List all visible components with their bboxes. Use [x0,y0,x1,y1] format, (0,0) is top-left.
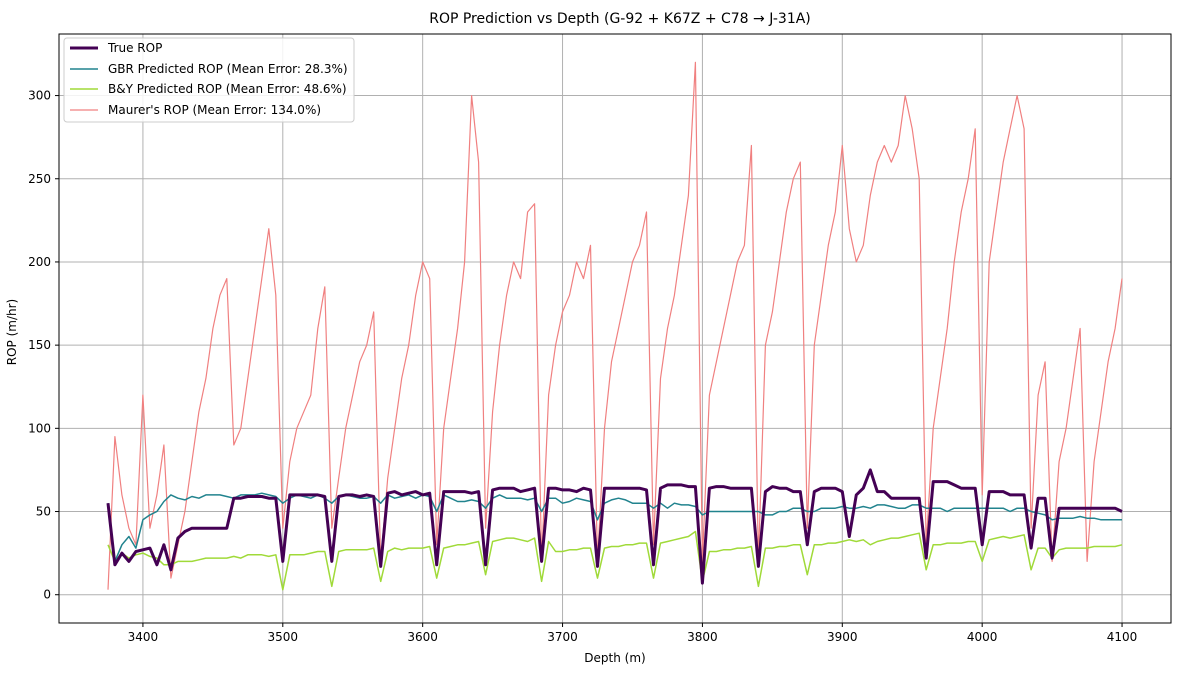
x-tick-label: 3700 [547,630,578,644]
x-tick-label: 3600 [407,630,438,644]
y-tick-label: 100 [28,421,51,435]
x-tick-label: 4000 [967,630,998,644]
y-tick-label: 0 [43,588,51,602]
legend-entry-true-rop: True ROP [107,41,162,55]
x-tick-label: 3800 [687,630,718,644]
legend-entry-gbr: GBR Predicted ROP (Mean Error: 28.3%) [108,62,348,76]
y-tick-label: 50 [36,505,51,519]
by-predicted-line [107,530,1123,591]
y-tick-label: 200 [28,255,51,269]
x-axis-label: Depth (m) [584,651,645,665]
y-axis-label: ROP (m/hr) [5,299,19,365]
y-tick-label: 150 [28,338,51,352]
y-tick-label: 250 [28,172,51,186]
chart-title: ROP Prediction vs Depth (G-92 + K67Z + C… [429,11,811,27]
legend-box [63,37,355,123]
y-tick-label: 300 [28,89,51,103]
ticks: 3400 3500 3600 3700 3800 3900 4000 4100 0 50 100 15… [28,89,1137,644]
series-layer [106,61,1123,591]
true-rop-line [106,468,1123,585]
x-tick-label: 3400 [128,630,159,644]
x-tick-label: 3500 [268,630,299,644]
legend-entry-maurer: Maurer's ROP (Mean Error: 134.0%) [108,103,321,117]
x-tick-label: 4100 [1107,630,1138,644]
legend: True ROP GBR Predicted ROP (Mean Error: … [63,37,355,123]
maurer-rop-line [107,61,1123,590]
plot-area-frame [58,33,1172,624]
x-tick-label: 3900 [827,630,858,644]
legend-entry-by: B&Y Predicted ROP (Mean Error: 48.6%) [108,82,347,96]
